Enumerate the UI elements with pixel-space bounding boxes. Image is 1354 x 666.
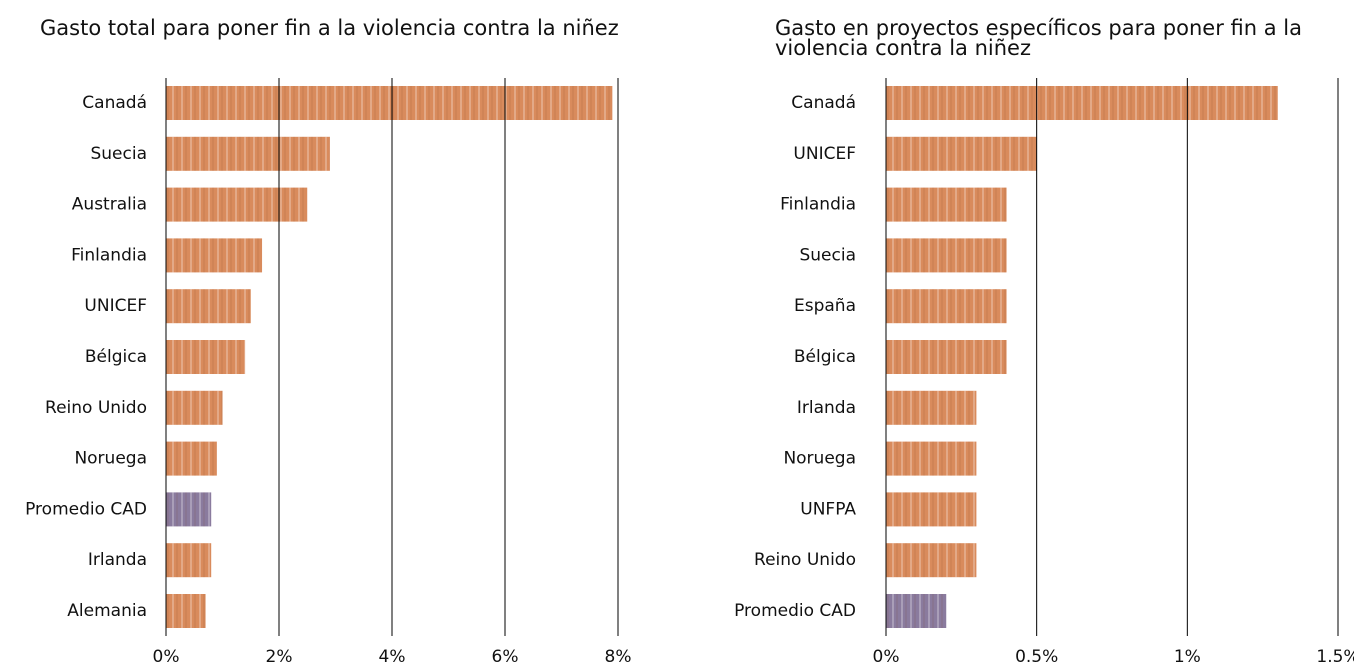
y-tick-label: UNICEF (84, 296, 147, 316)
y-tick-label: Reino Unido (754, 550, 856, 570)
y-tick-label: Finlandia (780, 195, 856, 215)
y-tick-label: España (794, 296, 856, 316)
bar-texture (886, 441, 977, 476)
y-tick-label: UNFPA (800, 499, 856, 519)
bar-texture (886, 340, 1007, 374)
x-tick-label: 1.5% (1316, 647, 1354, 666)
bar-texture (886, 136, 1037, 171)
y-tick-label: Canadá (791, 93, 856, 113)
bar-texture (886, 238, 1007, 273)
y-tick-label: Irlanda (797, 398, 856, 418)
bar-texture (886, 543, 977, 578)
y-tick-label: Bélgica (85, 347, 147, 367)
bar-texture (886, 390, 977, 425)
bar-texture (166, 543, 212, 578)
x-tick-label: 0.5% (1015, 647, 1058, 666)
y-tick-label: Suecia (90, 144, 147, 164)
y-tick-label: Finlandia (71, 245, 147, 265)
y-tick-label: UNICEF (793, 144, 856, 164)
y-tick-label: Canadá (82, 93, 147, 113)
bar-texture (886, 289, 1007, 324)
x-tick-label: 0% (873, 647, 900, 666)
y-tick-label: Irlanda (88, 550, 147, 570)
bar-texture (886, 492, 977, 527)
bar-texture (166, 390, 223, 425)
bar-texture (166, 86, 613, 120)
y-tick-label: Alemania (67, 601, 147, 621)
bar-texture (166, 238, 263, 273)
x-tick-label: 4% (379, 647, 406, 666)
chart-title: Gasto total para poner fin a la violenci… (40, 16, 619, 40)
bar-texture (886, 187, 1007, 222)
y-tick-label: Noruega (74, 449, 147, 469)
bar-texture (166, 187, 308, 222)
bar-texture (166, 136, 330, 171)
x-tick-label: 6% (492, 647, 519, 666)
bar-texture (166, 492, 212, 527)
x-tick-label: 0% (153, 647, 180, 666)
chart-title: Gasto en proyectos específicos para pone… (775, 16, 1302, 60)
y-tick-label: Australia (72, 195, 147, 215)
bar-texture (166, 340, 246, 374)
y-tick-label: Promedio CAD (734, 601, 856, 621)
x-tick-label: 2% (266, 647, 293, 666)
y-tick-label: Noruega (783, 449, 856, 469)
y-tick-label: Suecia (799, 245, 856, 265)
bar-texture (886, 86, 1278, 120)
y-tick-label: Promedio CAD (25, 499, 147, 519)
y-tick-label: Reino Unido (45, 398, 147, 418)
x-tick-label: 8% (605, 647, 632, 666)
bar-texture (886, 594, 947, 628)
y-tick-label: Bélgica (794, 347, 856, 367)
x-tick-label: 1% (1174, 647, 1201, 666)
bar-texture (166, 441, 217, 476)
bar-texture (166, 594, 206, 628)
bar-texture (166, 289, 251, 324)
